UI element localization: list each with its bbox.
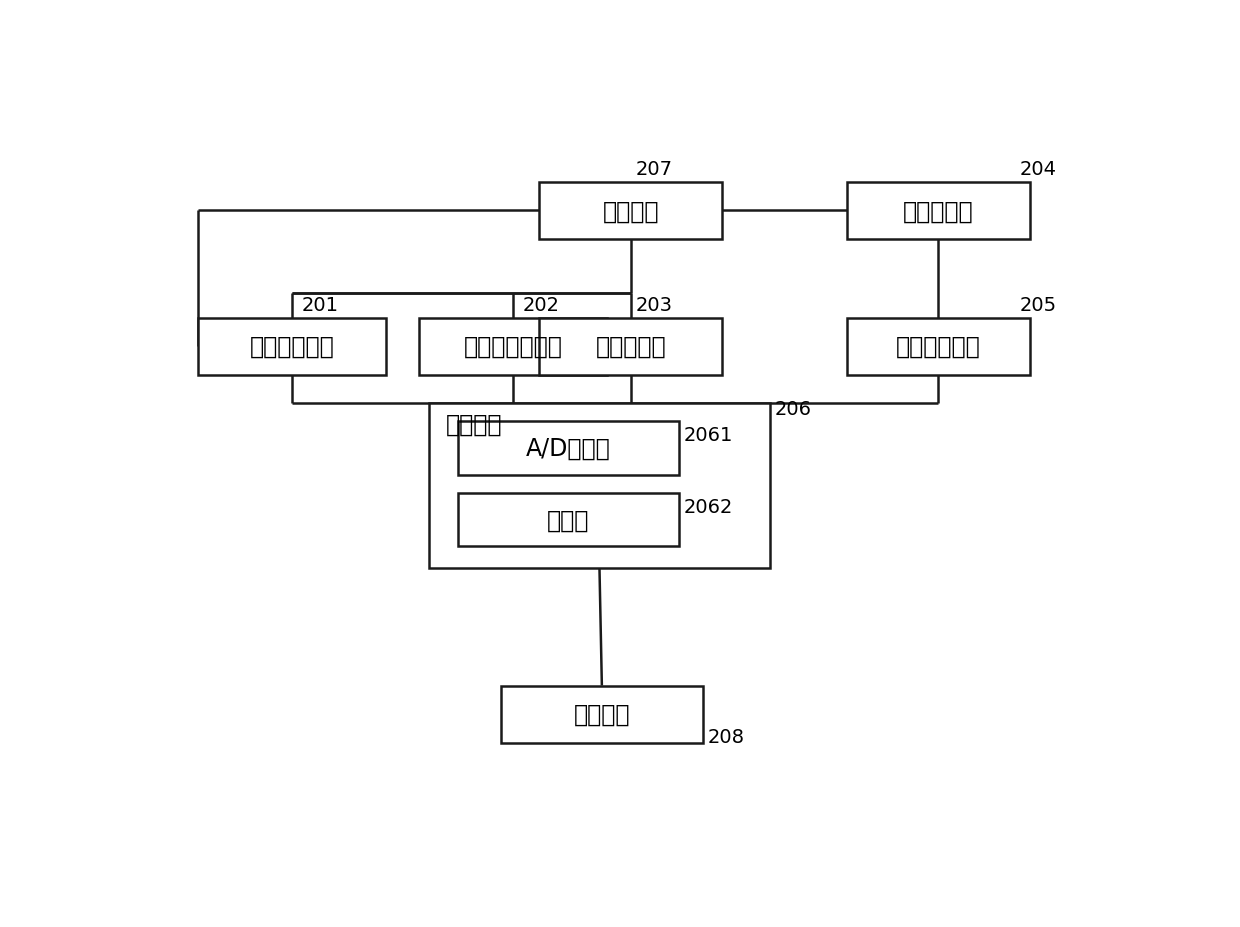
Bar xyxy=(539,318,722,375)
Text: 208: 208 xyxy=(708,728,744,746)
Bar xyxy=(458,422,678,476)
Text: 热导率传感器: 热导率传感器 xyxy=(249,335,335,359)
Bar xyxy=(198,318,386,375)
Bar xyxy=(429,404,770,568)
Text: 数据获取装置: 数据获取装置 xyxy=(895,335,981,359)
Bar xyxy=(847,183,1029,240)
Text: 电源模块: 电源模块 xyxy=(603,199,658,223)
Text: 通信模块: 通信模块 xyxy=(574,703,630,727)
Text: 201: 201 xyxy=(301,296,339,314)
Bar xyxy=(539,183,722,240)
Text: 204: 204 xyxy=(1019,160,1056,179)
Text: 206: 206 xyxy=(775,400,812,418)
Text: A/D转换器: A/D转换器 xyxy=(526,437,610,461)
Bar xyxy=(847,318,1029,375)
Text: 湿度传感器: 湿度传感器 xyxy=(595,335,666,359)
Text: 205: 205 xyxy=(1019,296,1056,314)
Text: 微控制器: 微控制器 xyxy=(446,413,502,437)
Text: 二氧化碳传感器: 二氧化碳传感器 xyxy=(464,335,563,359)
Bar xyxy=(501,686,703,743)
Text: 203: 203 xyxy=(635,296,672,314)
Text: 2061: 2061 xyxy=(683,426,733,445)
Text: 207: 207 xyxy=(635,160,672,179)
Text: 温度传感器: 温度传感器 xyxy=(903,199,973,223)
Text: 处理器: 处理器 xyxy=(547,508,589,532)
Bar xyxy=(419,318,606,375)
Bar xyxy=(458,493,678,547)
Text: 2062: 2062 xyxy=(683,498,733,516)
Text: 202: 202 xyxy=(522,296,559,314)
